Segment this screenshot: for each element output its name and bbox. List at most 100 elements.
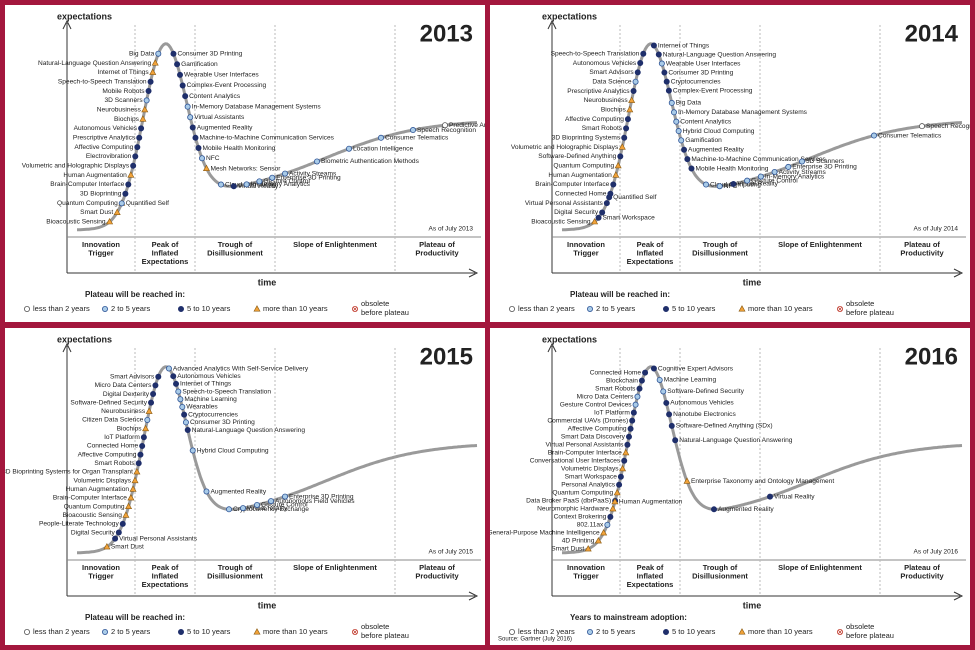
phase-label: Expectations — [627, 580, 674, 589]
marker — [673, 118, 680, 125]
marker — [744, 177, 751, 184]
marker — [663, 399, 670, 406]
marker — [170, 373, 177, 380]
technology-label: Brain-Computer Interface — [50, 181, 124, 188]
phase-label: Innovation — [82, 563, 120, 572]
phase-label: Trigger — [573, 248, 599, 257]
technology-label: 4D Printing — [562, 538, 595, 545]
technology-label: In-Memory Database Management Systems — [678, 109, 808, 116]
marker — [177, 396, 184, 403]
technology-label: 3D Bioprinting Systems for Organ Transpl… — [5, 469, 133, 476]
marker — [757, 173, 764, 180]
technology-label: Enterprise Taxonomy and Ontology Managem… — [691, 478, 834, 485]
marker — [730, 180, 737, 187]
legend-label: more than 10 years — [748, 304, 813, 313]
technology-label: Autonomous Vehicles — [670, 400, 734, 407]
x-axis — [552, 591, 964, 601]
technology-label: Electrovibration — [86, 153, 132, 160]
as-of: As of July 2016 — [914, 549, 959, 556]
marker — [629, 417, 636, 424]
technology-label: Virtual Reality — [737, 181, 778, 188]
marker — [177, 628, 184, 635]
technology-label: Mobile Health Monitoring — [695, 165, 768, 172]
technology-label: Wearable User Interfaces — [184, 72, 259, 79]
legend-label: more than 10 years — [748, 627, 813, 636]
phase-label: Slope of Enlightenment — [293, 563, 377, 572]
technology-label: Human Augmentation — [66, 486, 130, 493]
y-axis-label: expectations — [57, 334, 112, 344]
technology-label: Smart Advisors — [110, 373, 155, 380]
marker-triangle — [584, 545, 592, 552]
phase-label: Productivity — [415, 248, 459, 257]
marker-triangle — [139, 115, 147, 122]
phase-label: Peak of — [637, 563, 664, 572]
phase-label: Trigger — [88, 571, 114, 580]
marker-triangle — [628, 96, 636, 103]
technology-label: Wearable User Interfaces — [666, 60, 741, 67]
legend-label: obsolete — [846, 299, 874, 308]
technology-label: Software-Defined Anything — [538, 153, 616, 160]
phase-label: Innovation — [82, 240, 120, 249]
marker — [785, 163, 792, 170]
x-axis — [67, 591, 479, 601]
marker-triangle — [626, 105, 634, 113]
phase-label: Inflated — [152, 248, 179, 257]
marker — [181, 411, 188, 418]
technology-label: Advanced Analytics With Self-Service Del… — [173, 365, 309, 372]
technology-label: Micro Data Centers — [95, 382, 153, 389]
technology-label: Brain-Computer Interface — [53, 495, 127, 502]
marker — [630, 409, 637, 416]
technology-label: Quantum Computing — [553, 163, 614, 170]
technology-label: Consumer Telematics — [878, 132, 942, 139]
technology-label: Augmented Reality — [688, 147, 744, 154]
y-axis-label: expectations — [542, 11, 597, 21]
technology-label: 802.11ax — [577, 522, 604, 529]
marker — [134, 144, 141, 151]
legend-label: before plateau — [361, 308, 409, 317]
marker-triangle — [591, 217, 599, 225]
marker-triangle — [142, 424, 150, 432]
marker — [675, 128, 682, 135]
marker-triangle — [600, 529, 608, 536]
technology-label: 3D Scanners — [806, 158, 845, 165]
as-of: As of July 2014 — [914, 226, 959, 233]
as-of: As of July 2013 — [429, 226, 474, 233]
marker-triangle — [151, 59, 159, 66]
technology-label: Context Brokering — [554, 514, 607, 521]
marker — [638, 377, 645, 384]
marker — [655, 51, 662, 58]
technology-label: Internet of Things — [658, 42, 710, 49]
technology-label: Virtual Personal Assistants — [545, 441, 624, 448]
technology-label: Gesture Control Devices — [560, 401, 633, 408]
x-axis — [67, 268, 479, 278]
legend-label: 2 to 5 years — [596, 627, 635, 636]
marker — [345, 145, 352, 152]
marker — [119, 520, 126, 527]
phase-label: Productivity — [900, 248, 944, 257]
marker — [634, 69, 641, 76]
technology-label: Autonomous Vehicles — [74, 125, 138, 132]
technology-label: Smart Robots — [94, 460, 135, 467]
technology-label: Volumetric and Holographic Displays — [511, 144, 619, 151]
legend-label: less than 2 years — [518, 304, 575, 313]
marker — [217, 181, 224, 188]
phase-label: Disillusionment — [207, 248, 263, 257]
marker — [182, 93, 189, 100]
phase-label: Trough of — [703, 563, 738, 572]
marker — [313, 158, 320, 165]
technology-label: Complex-Event Processing — [187, 82, 267, 89]
marker-triangle — [738, 305, 746, 312]
technology-label: Quantified Self — [613, 194, 656, 201]
marker — [623, 125, 630, 132]
marker — [627, 425, 634, 432]
marker — [662, 305, 669, 312]
technology-label: Digital Security — [71, 529, 116, 536]
technology-label: Consumer 3D Printing — [177, 50, 242, 57]
year: 2016 — [905, 343, 958, 370]
marker — [253, 501, 260, 508]
marker-triangle — [127, 494, 135, 501]
phase-label: Disillusionment — [692, 571, 748, 580]
technology-label: Volumetric and Holographic Displays — [22, 163, 130, 170]
